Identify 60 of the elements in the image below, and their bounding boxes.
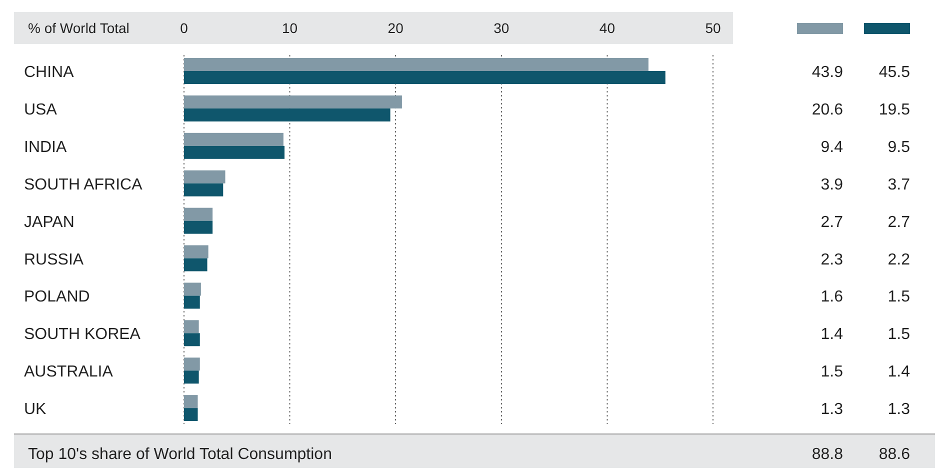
x-tick-label: 40 xyxy=(599,20,616,36)
data-label: 1.3 xyxy=(820,401,844,418)
bar xyxy=(184,208,213,221)
y-tick-label: SOUTH KOREA xyxy=(24,326,141,344)
data-label: 2.2 xyxy=(888,251,910,268)
y-tick-label: CHINA xyxy=(24,64,74,81)
x-tick-label: 0 xyxy=(180,20,188,36)
bar xyxy=(184,320,199,334)
text: Top 10's share of World Total Consumption xyxy=(28,446,332,463)
x-tick-label: 30 xyxy=(494,20,510,36)
bar xyxy=(184,146,285,159)
data-label: 1.4 xyxy=(820,326,844,344)
x-tick-label: 50 xyxy=(705,20,721,36)
y-tick-label: AUSTRALIA xyxy=(24,364,114,381)
bar xyxy=(184,282,201,296)
bar xyxy=(184,183,224,196)
data-label: 45.5 xyxy=(878,64,910,81)
y-tick-label: RUSSIA xyxy=(24,251,84,268)
data-label: 19.5 xyxy=(878,101,910,118)
bar xyxy=(184,220,213,234)
bar xyxy=(184,370,199,384)
y-tick-label: UK xyxy=(24,401,47,418)
data-label: 1.6 xyxy=(820,288,844,306)
data-label: 20.6 xyxy=(812,101,844,118)
bar xyxy=(184,333,200,346)
data-label: 2.7 xyxy=(820,214,844,231)
bar xyxy=(184,132,284,146)
data-label: 2.3 xyxy=(820,251,844,268)
data-label: 3.7 xyxy=(888,176,910,194)
text: 88.6 xyxy=(878,446,910,463)
y-tick-label: INDIA xyxy=(24,138,67,156)
data-label: 9.5 xyxy=(888,138,910,156)
data-label: 9.4 xyxy=(820,138,844,156)
data-label: 43.9 xyxy=(812,64,844,81)
data-label: 1.5 xyxy=(820,364,844,381)
x-tick-label: 20 xyxy=(388,20,404,36)
bar xyxy=(184,95,402,108)
bar xyxy=(184,408,198,422)
x-axis-title: % of World Total xyxy=(28,20,130,36)
x-tick-label: 10 xyxy=(282,20,298,36)
y-tick-label: USA xyxy=(24,101,58,118)
data-label: 3.9 xyxy=(820,176,844,194)
bar xyxy=(184,258,208,272)
data-label: 1.4 xyxy=(888,364,910,381)
text: 88.8 xyxy=(812,446,844,463)
y-tick-label: POLAND xyxy=(24,288,90,306)
y-tick-label: SOUTH AFRICA xyxy=(24,176,143,194)
bar xyxy=(184,395,198,408)
data-label: 1.5 xyxy=(888,326,910,344)
bar xyxy=(184,170,226,184)
data-label: 1.5 xyxy=(888,288,910,306)
bar xyxy=(184,358,200,371)
y-tick-label: JAPAN xyxy=(24,214,74,231)
data-label: 2.7 xyxy=(888,214,910,231)
bar xyxy=(184,245,208,258)
data-label: 1.3 xyxy=(888,401,910,418)
bar xyxy=(184,71,666,84)
bar xyxy=(184,296,200,309)
bar xyxy=(184,108,390,122)
bar xyxy=(184,58,648,71)
